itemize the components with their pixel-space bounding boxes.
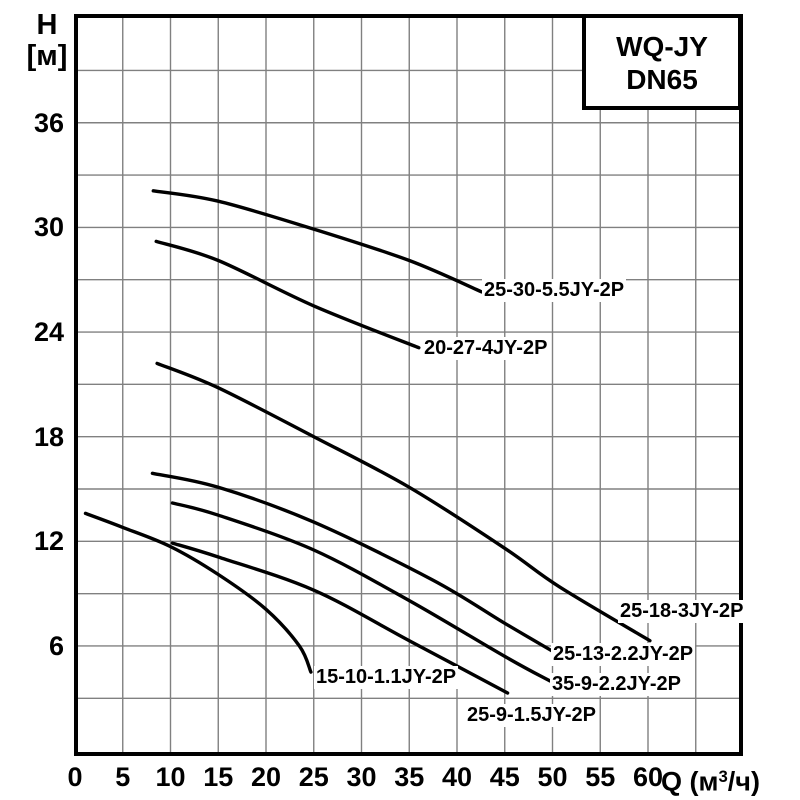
curve-25-9-1.5JY-2P [170,541,510,695]
y-axis-title-symbol: H [36,9,58,41]
x-axis-unit-post: /ч) [727,766,760,797]
x-tick-label-35: 35 [394,762,425,792]
x-tick-label-55: 55 [585,762,616,792]
x-tick-label-0: 0 [67,762,83,792]
model-title-box: WQ-JY DN65 [582,14,742,110]
y-tick-label-30: 30 [33,212,64,243]
model-flange-size: DN65 [626,64,698,95]
y-tick-label-18: 18 [33,421,64,452]
plot-border [74,14,743,756]
curve-label-35-9-2.2JY-2P: 35-9-2.2JY-2P [550,673,683,696]
y-axis-title-unit: [м] [26,40,68,72]
x-tick-label-30: 30 [346,762,377,792]
x-tick-label-10: 10 [155,762,186,792]
y-tick-label-24: 24 [33,317,64,348]
x-tick-label-5: 5 [115,762,131,792]
curve-15-10-1.1JY-2P [83,511,313,674]
x-tick-label-40: 40 [441,762,473,792]
curve-label-25-13-2.2JY-2P: 25-13-2.2JY-2P [551,643,696,666]
x-tick-label-60: 60 [632,762,664,792]
x-tick-label-25: 25 [298,762,329,792]
curve-label-25-9-1.5JY-2P: 25-9-1.5JY-2P [465,704,598,727]
x-axis-unit-superscript: 3 [718,767,728,786]
x-tick-label-20: 20 [250,762,282,792]
curve-35-9-2.2JY-2P [170,501,552,683]
x-tick-label-15: 15 [203,762,234,792]
curve-25-30-5.5JY-2P [151,189,484,294]
x-tick-label-45: 45 [489,762,520,792]
curve-25-13-2.2JY-2P [150,471,555,653]
y-tick-label-12: 12 [33,526,64,557]
curve-label-15-10-1.1JY-2P: 15-10-1.1JY-2P [314,666,459,689]
y-tick-label-6: 6 [48,630,64,661]
y-axis-title: H [м] [18,10,76,72]
curve-20-27-4JY-2P [154,239,421,350]
x-axis-unit-label: Q (м3/ч) [661,761,760,797]
curve-25-18-3JY-2P [155,361,652,643]
x-axis-unit-pre: Q (м [661,766,719,797]
curve-label-25-18-3JY-2P: 25-18-3JY-2P [618,600,746,623]
curve-label-25-30-5.5JY-2P: 25-30-5.5JY-2P [482,279,627,302]
x-tick-label-50: 50 [537,762,568,792]
y-tick-label-36: 36 [33,107,64,138]
curve-label-20-27-4JY-2P: 20-27-4JY-2P [422,337,550,360]
model-series-name: WQ-JY [616,31,708,62]
